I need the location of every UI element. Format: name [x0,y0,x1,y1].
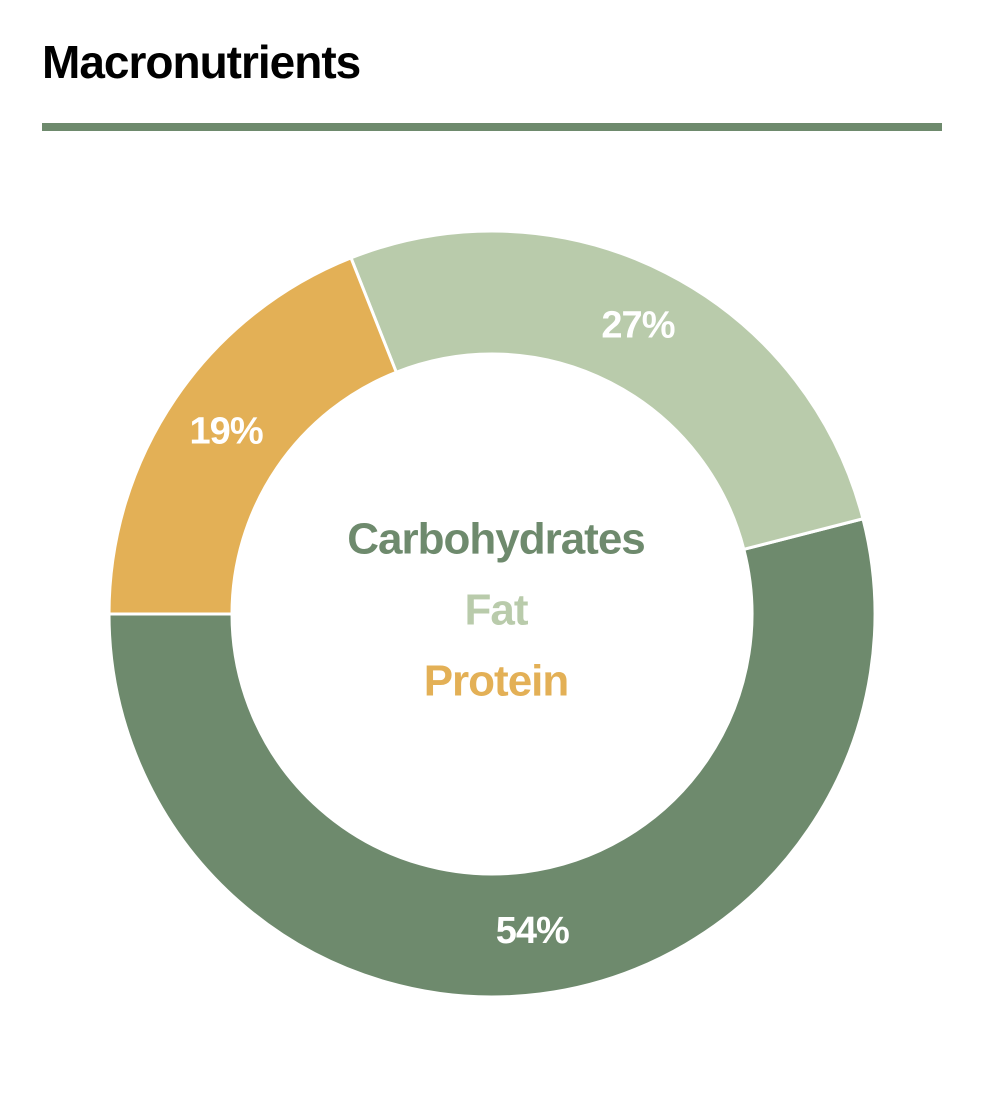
segment-label: 27% [601,305,674,347]
chart-title: Macronutrients [42,36,360,88]
legend-entry: Carbohydrates [347,515,645,564]
title-rule [42,123,942,131]
donut-segment [349,229,865,552]
donut-segment [107,516,877,999]
segment-label: 54% [496,910,569,952]
legend-entry: Fat [465,586,529,635]
segment-label: 19% [190,410,263,452]
donut-segment [107,255,399,616]
legend-entry: Protein [424,657,569,706]
